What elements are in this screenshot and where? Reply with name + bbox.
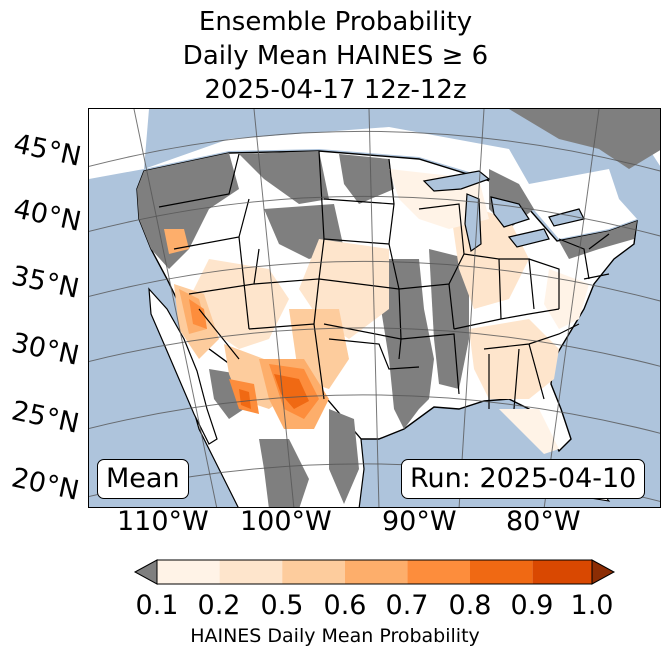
colorbar bbox=[133, 559, 616, 585]
colorbar-bin-4 bbox=[344, 560, 408, 584]
title-line-3: 2025-04-17 12z-12z bbox=[204, 75, 467, 105]
lon-label-90w: 90°W bbox=[382, 506, 457, 537]
colorbar-tick-1: 0.2 bbox=[197, 590, 241, 621]
map-panel: Mean Run: 2025-04-10 bbox=[88, 108, 661, 508]
state-borders bbox=[158, 150, 610, 410]
colorbar-bin-3 bbox=[282, 560, 345, 584]
colorbar-label: HAINES Daily Mean Probability bbox=[190, 625, 480, 647]
colorbar-tick-2: 0.5 bbox=[260, 590, 304, 621]
probability-regions bbox=[164, 169, 589, 454]
lat-label-35: 35°N bbox=[8, 260, 82, 305]
lat-label-20: 20°N bbox=[8, 462, 82, 507]
colorbar-bin-2 bbox=[219, 560, 283, 584]
graticule bbox=[89, 109, 660, 507]
run-date-box: Run: 2025-04-10 bbox=[401, 459, 646, 499]
canada-west bbox=[89, 109, 149, 179]
lon-label-80w: 80°W bbox=[506, 506, 581, 537]
colorbar-bin-6 bbox=[470, 560, 533, 584]
colorbar-bin-5 bbox=[407, 560, 470, 584]
colorbar-tick-0: 0.1 bbox=[135, 590, 179, 621]
colorbar-bin-7 bbox=[532, 560, 592, 584]
colorbar-under-arrow bbox=[133, 559, 158, 585]
lon-label-100w: 100°W bbox=[240, 506, 332, 537]
colorbar-outline bbox=[156, 559, 593, 585]
lat-label-25: 25°N bbox=[8, 395, 82, 440]
lat-label-30: 30°N bbox=[8, 327, 82, 372]
colorbar-tick-7: 1.0 bbox=[570, 590, 614, 621]
lon-label-110w: 110°W bbox=[117, 506, 209, 537]
title-line-2: Daily Mean HAINES ≥ 6 bbox=[182, 41, 489, 71]
colorbar-bin-1 bbox=[157, 560, 220, 584]
lat-label-40: 40°N bbox=[10, 193, 84, 238]
title-line-1: Ensemble Probability bbox=[198, 7, 473, 37]
colorbar-over-arrow bbox=[591, 559, 616, 585]
lat-label-45: 45°N bbox=[10, 128, 84, 173]
mean-label-box: Mean bbox=[97, 459, 189, 499]
canada-land bbox=[89, 109, 660, 239]
colorbar-tick-4: 0.7 bbox=[385, 590, 429, 621]
colorbar-tick-6: 0.9 bbox=[510, 590, 554, 621]
canada-east bbox=[509, 109, 660, 169]
colorbar-tick-5: 0.8 bbox=[448, 590, 492, 621]
map-canvas bbox=[89, 109, 660, 507]
colorbar-tick-3: 0.6 bbox=[323, 590, 367, 621]
